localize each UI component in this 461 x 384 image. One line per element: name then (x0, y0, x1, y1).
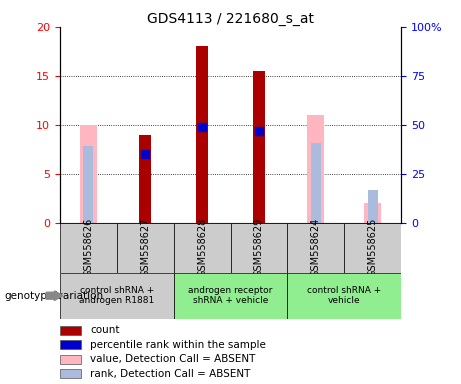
Bar (174, 273, 287, 319)
Bar (287, 223, 344, 273)
Bar (344, 223, 401, 273)
Text: value, Detection Call = ABSENT: value, Detection Call = ABSENT (90, 354, 255, 364)
Bar (117, 223, 174, 273)
Bar (60, 326, 81, 335)
Bar (311, 143, 321, 223)
Text: GSM558629: GSM558629 (254, 218, 264, 277)
Text: GSM558624: GSM558624 (311, 218, 321, 277)
Bar (196, 46, 208, 223)
Bar (367, 190, 378, 223)
Text: GSM558627: GSM558627 (140, 218, 150, 277)
Bar (60, 273, 174, 319)
Title: GDS4113 / 221680_s_at: GDS4113 / 221680_s_at (147, 12, 314, 26)
Bar (287, 273, 401, 319)
Bar (253, 71, 265, 223)
Text: genotype/variation: genotype/variation (5, 291, 104, 301)
Text: GSM558628: GSM558628 (197, 218, 207, 277)
Text: count: count (90, 326, 119, 336)
Text: rank, Detection Call = ABSENT: rank, Detection Call = ABSENT (90, 369, 250, 379)
Bar (60, 223, 117, 273)
Bar (364, 203, 381, 223)
Bar (60, 340, 81, 349)
Bar (230, 223, 287, 273)
Bar (60, 369, 81, 378)
Bar (307, 115, 324, 223)
Bar (60, 355, 81, 364)
Bar (139, 135, 152, 223)
Bar (174, 223, 230, 273)
Bar (83, 146, 94, 223)
Text: percentile rank within the sample: percentile rank within the sample (90, 340, 266, 350)
Text: GSM558625: GSM558625 (367, 218, 378, 277)
Text: androgen receptor
shRNA + vehicle: androgen receptor shRNA + vehicle (188, 286, 273, 305)
Text: GSM558626: GSM558626 (83, 218, 94, 277)
Text: control shRNA +
vehicle: control shRNA + vehicle (307, 286, 381, 305)
Bar (80, 125, 97, 223)
Text: control shRNA +
androgen R1881: control shRNA + androgen R1881 (79, 286, 154, 305)
